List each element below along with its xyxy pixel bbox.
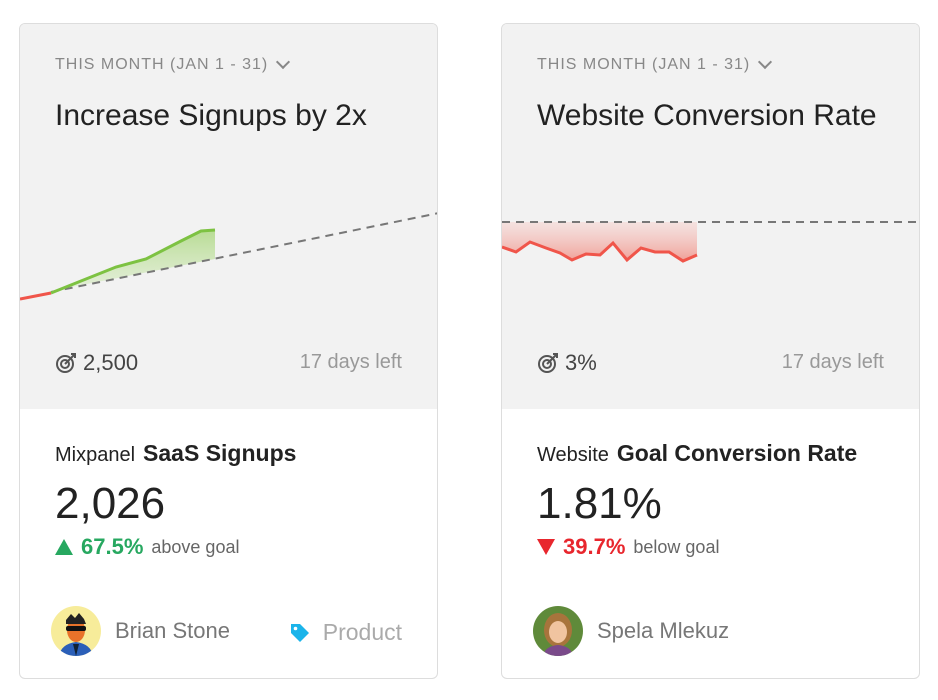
period-dropdown[interactable]: THIS MONTH (JAN 1 - 31) (537, 54, 773, 74)
metric-source: Mixpanel SaaS Signups (55, 440, 296, 467)
goal-card-conversion[interactable]: THIS MONTH (JAN 1 - 31) Website Conversi… (501, 23, 920, 679)
card-header: THIS MONTH (JAN 1 - 31) Website Conversi… (502, 24, 919, 409)
period-label: THIS MONTH (JAN 1 - 31) (55, 56, 269, 73)
tag-label: Product (322, 619, 402, 645)
owner[interactable]: Brian Stone (51, 606, 230, 656)
period-dropdown[interactable]: THIS MONTH (JAN 1 - 31) (55, 54, 291, 74)
owner-name: Brian Stone (115, 618, 230, 643)
goal-title: Website Conversion Rate (537, 99, 877, 132)
delta-percent: 39.7% (563, 534, 626, 559)
owner-name: Spela Mlekuz (597, 618, 730, 643)
goal-card-signups[interactable]: THIS MONTH (JAN 1 - 31) Increase Signups… (19, 23, 438, 679)
progress-sparkline (502, 221, 919, 263)
actual-line (502, 240, 698, 263)
progress-sparkline (20, 212, 437, 301)
metric-value: 2,026 (55, 479, 166, 528)
goal-trend-line (50, 212, 437, 293)
card-header: THIS MONTH (JAN 1 - 31) Increase Signups… (20, 24, 437, 409)
below-goal-area (502, 222, 697, 261)
avatar (533, 606, 583, 656)
metric-name: Goal Conversion Rate (616, 440, 858, 466)
tag-icon (290, 623, 309, 642)
delta-percent: 67.5% (81, 534, 144, 559)
metric-value: 1.81% (537, 479, 662, 528)
goal-delta: 39.7% below goal (537, 534, 719, 560)
target-text: 2,500 (83, 350, 139, 375)
target-value: 3% (537, 350, 597, 376)
metric-source: Website Goal Conversion Rate (537, 440, 857, 467)
days-left: 17 days left (299, 351, 402, 373)
target-icon (538, 353, 558, 373)
metric-name: SaaS Signups (143, 440, 297, 466)
delta-text: below goal (633, 536, 720, 557)
below-goal-line (20, 291, 52, 301)
target-icon (56, 353, 76, 373)
target-text: 3% (565, 350, 597, 375)
tag-product[interactable]: Product (289, 619, 402, 646)
delta-text: above goal (151, 536, 240, 557)
source-name: Mixpanel (55, 444, 136, 466)
goal-title: Increase Signups by 2x (55, 99, 367, 132)
actual-line (50, 228, 216, 295)
target-value: 2,500 (55, 350, 138, 376)
arrow-up-icon (55, 539, 73, 555)
period-label: THIS MONTH (JAN 1 - 31) (537, 56, 751, 73)
source-name: Website (537, 444, 609, 466)
avatar (51, 606, 101, 656)
days-left: 17 days left (781, 351, 884, 373)
goal-delta: 67.5% above goal (55, 534, 239, 560)
arrow-down-icon (537, 539, 555, 555)
owner[interactable]: Spela Mlekuz (533, 606, 729, 656)
